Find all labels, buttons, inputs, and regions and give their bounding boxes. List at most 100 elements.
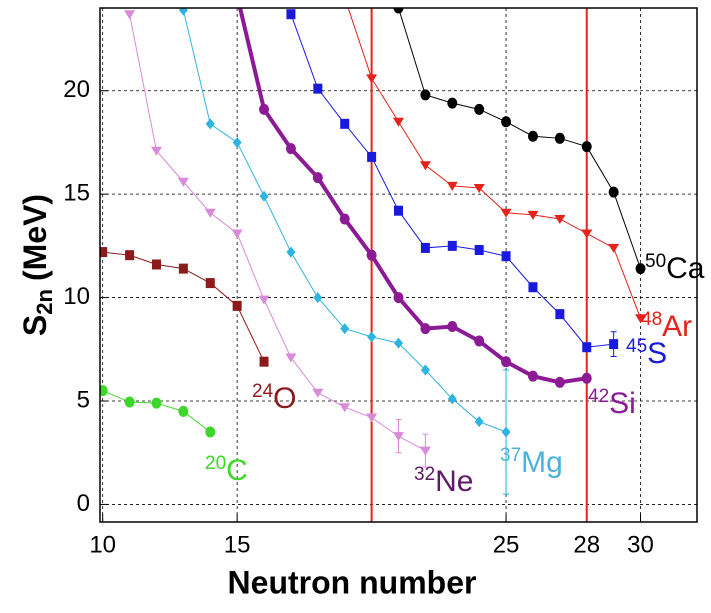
marker xyxy=(419,161,431,171)
marker xyxy=(178,405,189,417)
series-label-mass: 50 xyxy=(645,251,666,272)
marker xyxy=(393,117,404,127)
series-label: 42Si xyxy=(588,386,636,420)
marker xyxy=(635,263,646,275)
marker xyxy=(501,426,511,438)
marker xyxy=(259,190,269,202)
series-label: 24O xyxy=(252,381,296,415)
marker xyxy=(340,323,350,335)
marker xyxy=(474,335,485,347)
series-label-name: Ca xyxy=(666,252,705,285)
series-label-mass: 24 xyxy=(252,381,274,402)
series-label-mass: 45 xyxy=(626,336,647,357)
marker xyxy=(394,337,403,349)
marker xyxy=(100,385,108,397)
marker xyxy=(501,251,511,262)
series-label-name: Ne xyxy=(435,465,473,498)
series-label-mass: 32 xyxy=(414,464,435,485)
marker xyxy=(608,243,620,253)
series-label: 50Ca xyxy=(645,251,705,285)
marker xyxy=(420,242,430,253)
y-tick-label: 5 xyxy=(77,386,90,413)
marker xyxy=(232,0,242,1)
marker xyxy=(474,245,484,256)
series-label: 45S xyxy=(626,336,667,370)
marker xyxy=(554,376,565,388)
marker xyxy=(527,210,539,220)
marker xyxy=(393,432,404,442)
series-label-name: C xyxy=(226,454,248,487)
y-axis-label: S2n (MeV) xyxy=(17,194,56,336)
marker xyxy=(447,393,457,405)
marker xyxy=(286,9,296,20)
marker xyxy=(527,130,538,142)
series-label-name: O xyxy=(273,382,296,415)
x-axis-label: Neutron number xyxy=(228,564,477,600)
series-label-mass: 20 xyxy=(205,453,226,474)
marker xyxy=(366,74,378,84)
marker xyxy=(527,370,538,382)
series-label: 32Ne xyxy=(414,464,474,498)
marker xyxy=(259,356,269,367)
x-tick-label: 10 xyxy=(89,531,116,558)
marker xyxy=(178,263,188,274)
series-line xyxy=(398,8,641,269)
marker xyxy=(555,309,565,320)
marker xyxy=(528,282,538,293)
plot-frame xyxy=(99,7,698,523)
plot-area xyxy=(100,0,647,495)
marker xyxy=(259,103,270,115)
marker xyxy=(231,229,243,239)
y-label-sub: 2n xyxy=(32,289,57,315)
marker xyxy=(204,208,216,218)
marker xyxy=(554,132,565,144)
marker xyxy=(609,339,619,350)
series-label-name: S xyxy=(647,337,667,370)
series-label: 48Ar xyxy=(641,309,692,343)
marker xyxy=(313,292,323,304)
marker xyxy=(205,278,215,289)
marker xyxy=(151,259,161,270)
marker xyxy=(366,249,377,261)
marker xyxy=(447,321,458,333)
series-label-name: Si xyxy=(609,387,636,420)
x-tick-label: 28 xyxy=(573,531,600,558)
marker xyxy=(420,323,431,335)
y-tick-label: 0 xyxy=(77,490,90,517)
marker xyxy=(501,356,512,368)
marker xyxy=(474,103,485,115)
marker xyxy=(124,10,136,20)
marker xyxy=(581,372,592,384)
series-label: 20C xyxy=(205,453,248,487)
series-line xyxy=(290,14,614,348)
marker xyxy=(205,426,216,438)
marker xyxy=(420,364,430,376)
marker xyxy=(286,246,296,258)
marker xyxy=(124,396,135,408)
series-label: 37Mg xyxy=(500,445,563,479)
marker xyxy=(473,183,485,193)
marker xyxy=(285,143,296,155)
marker xyxy=(258,295,270,305)
series-label-name: Ar xyxy=(662,310,692,343)
marker xyxy=(125,250,135,261)
x-tick-label: 25 xyxy=(493,531,520,558)
x-tick-label: 15 xyxy=(224,531,251,558)
series-line xyxy=(238,8,588,385)
marker xyxy=(285,353,297,363)
marker xyxy=(500,208,512,218)
marker xyxy=(474,416,484,428)
series-label-mass: 48 xyxy=(641,309,662,330)
marker xyxy=(394,205,403,216)
marker xyxy=(419,446,431,456)
marker xyxy=(420,89,431,101)
x-tick-label: 30 xyxy=(627,531,654,558)
marker xyxy=(447,240,457,251)
marker xyxy=(367,331,377,343)
marker xyxy=(367,151,377,162)
marker xyxy=(366,413,378,423)
y-tick-label: 10 xyxy=(63,283,90,310)
marker xyxy=(151,397,162,409)
marker xyxy=(608,186,619,198)
